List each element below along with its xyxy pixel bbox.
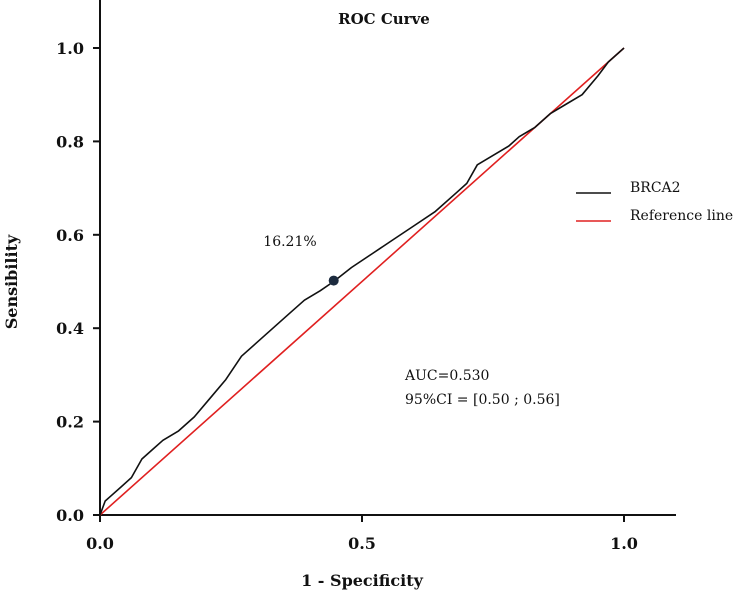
ci-annotation: 95%CI = [0.50 ; 0.56] [405, 392, 560, 408]
y-tick-label: 0.4 [56, 319, 84, 338]
y-tick-label: 0.8 [56, 132, 84, 151]
y-tick-label: 0.2 [56, 413, 84, 432]
x-tick-label: 0.0 [86, 534, 114, 553]
highlight-point-label: 16.21% [263, 234, 316, 250]
x-axis-title: 1 - Specificity [301, 571, 424, 590]
legend-label-reference: Reference line [630, 208, 733, 224]
highlight-point [328, 275, 339, 286]
y-axis-title: Sensibility [2, 234, 21, 329]
y-tick-label: 0.6 [56, 226, 84, 245]
x-tick-label: 1.0 [610, 534, 638, 553]
x-tick-label: 0.5 [348, 534, 376, 553]
auc-annotation: AUC=0.530 [404, 368, 489, 384]
legend-label-brca2: BRCA2 [630, 180, 681, 196]
y-tick-label: 0.0 [56, 506, 84, 525]
chart-title: ROC Curve [338, 10, 430, 28]
y-tick-label: 1.0 [56, 39, 84, 58]
